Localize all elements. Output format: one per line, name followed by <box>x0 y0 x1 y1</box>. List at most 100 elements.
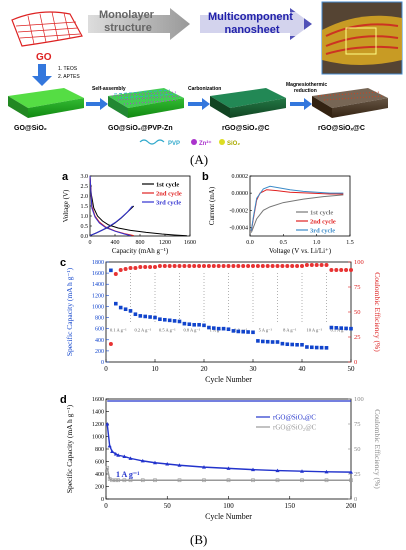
x-tick-label: 20 <box>201 365 209 373</box>
series-point <box>275 468 280 473</box>
y-tick-label: -0.0002 <box>230 208 249 214</box>
efficiency-point <box>304 263 309 267</box>
material-label-1: GO@SiO₂ <box>14 125 47 132</box>
efficiency-point <box>172 264 177 268</box>
capacity-point <box>236 329 241 334</box>
capacity-point <box>324 346 329 350</box>
efficiency-point <box>138 265 143 269</box>
capacity-point <box>310 345 314 350</box>
capacity-point <box>202 323 206 328</box>
y-right-tick-label: 25 <box>354 334 361 341</box>
series-point <box>128 456 133 460</box>
capacity-point <box>133 312 138 317</box>
series-point <box>105 465 110 470</box>
rate-label: 0.1 A g⁻¹ <box>110 327 127 332</box>
capacity-point <box>153 315 157 320</box>
arrow-self-assembly-icon <box>86 98 108 110</box>
capacity-point <box>216 326 221 331</box>
x-tick-label: 1600 <box>184 240 196 246</box>
capacity-point <box>334 326 339 330</box>
efficiency-point <box>339 268 344 272</box>
capacity-point <box>246 330 250 334</box>
efficiency-point <box>221 264 226 268</box>
slab-go-sio2 <box>8 88 84 118</box>
series-point <box>153 460 157 465</box>
series-point <box>140 478 145 483</box>
x-tick-label: 100 <box>223 502 234 510</box>
capacity-point <box>109 268 113 273</box>
y-left-tick-label: 800 <box>95 447 104 453</box>
efficiency-point <box>182 264 187 268</box>
series-point <box>251 467 255 472</box>
efficiency-point <box>177 264 182 268</box>
x-axis-label: Voltage (V vs. Li/Li⁺) <box>269 247 332 255</box>
capacity-point <box>314 345 319 350</box>
series-point <box>165 462 170 466</box>
capacity-point <box>197 322 201 327</box>
y-tick-label: 1.0 <box>81 214 89 220</box>
x-tick-label: 40 <box>299 365 307 373</box>
caption-a: (A) <box>190 152 209 167</box>
efficiency-point <box>309 263 314 267</box>
x-tick-label: 30 <box>250 365 258 373</box>
x-tick-label: 50 <box>348 365 356 373</box>
caption-b: (B) <box>190 532 208 547</box>
monolayer-label: Monolayer structure <box>99 9 157 34</box>
x-tick-label: 150 <box>285 502 296 510</box>
capacity-point <box>319 345 324 350</box>
y-right-tick-label: 75 <box>354 421 361 428</box>
efficiency-point <box>123 267 128 271</box>
plot-frame <box>249 175 351 237</box>
chart-b-cv-curves: b 0.0 0.5 1.0 1.5 0.0002 0.0000 -0.0002 -0.0004 V… <box>202 171 354 255</box>
efficiency-point <box>226 264 231 268</box>
y-axis-label: Voltage (V) <box>62 189 70 222</box>
series-point <box>202 465 206 469</box>
rate-label: 0.2 A g⁻¹ <box>134 327 151 332</box>
efficiency-point <box>324 263 329 267</box>
carbonization-label: Carbonization <box>188 86 221 92</box>
efficiency-point <box>314 263 319 267</box>
rate-label: 5 A g⁻¹ <box>259 327 273 332</box>
series-point <box>116 478 121 483</box>
capacity-point <box>231 329 236 333</box>
capacity-point <box>114 301 118 306</box>
magnesio-line1: Magnesiothermic <box>286 82 327 88</box>
series-point <box>113 452 118 456</box>
y-right-tick-label: 100 <box>354 396 364 403</box>
x-tick-label: 1.5 <box>346 240 354 246</box>
efficiency-point <box>133 266 138 270</box>
legend-label: 1st cycle <box>310 210 333 217</box>
efficiency-point <box>236 264 241 268</box>
series-line <box>89 205 133 237</box>
efficiency-point <box>113 272 118 276</box>
series-point <box>226 478 231 483</box>
series-line <box>250 194 344 233</box>
efficiency-point <box>285 264 290 268</box>
x-tick-label: 1200 <box>159 240 171 246</box>
efficiency-point <box>187 264 192 268</box>
series-point <box>113 478 118 483</box>
y-left-tick-label: 200 <box>95 485 104 491</box>
y-right-tick-label: 50 <box>354 309 361 316</box>
y-right-tick-label: 0 <box>354 359 357 366</box>
series-point <box>153 478 157 483</box>
series-line <box>89 205 135 237</box>
capacity-point <box>163 317 167 322</box>
efficiency-point <box>162 264 167 268</box>
y-left-tick-label: 400 <box>95 338 104 344</box>
rate-label: 0.1 A g⁻¹ <box>330 327 347 332</box>
efficiency-point <box>167 264 172 268</box>
efficiency-point <box>148 265 153 269</box>
panel-letter: a <box>62 171 69 183</box>
x-tick-label: 0 <box>104 502 108 510</box>
series-point <box>349 470 353 474</box>
legend-label: 3rd cycle <box>156 200 181 207</box>
efficiency-point <box>329 268 334 272</box>
efficiency-point <box>260 264 265 268</box>
x-tick-label: 0 <box>104 365 108 373</box>
multicomponent-label: Multicomponent nanosheet <box>208 11 296 36</box>
efficiency-point <box>241 264 246 268</box>
series-point <box>107 443 112 448</box>
y-tick-label: 1.5 <box>81 204 89 210</box>
x-axis-label: Cycle Number <box>205 512 252 521</box>
